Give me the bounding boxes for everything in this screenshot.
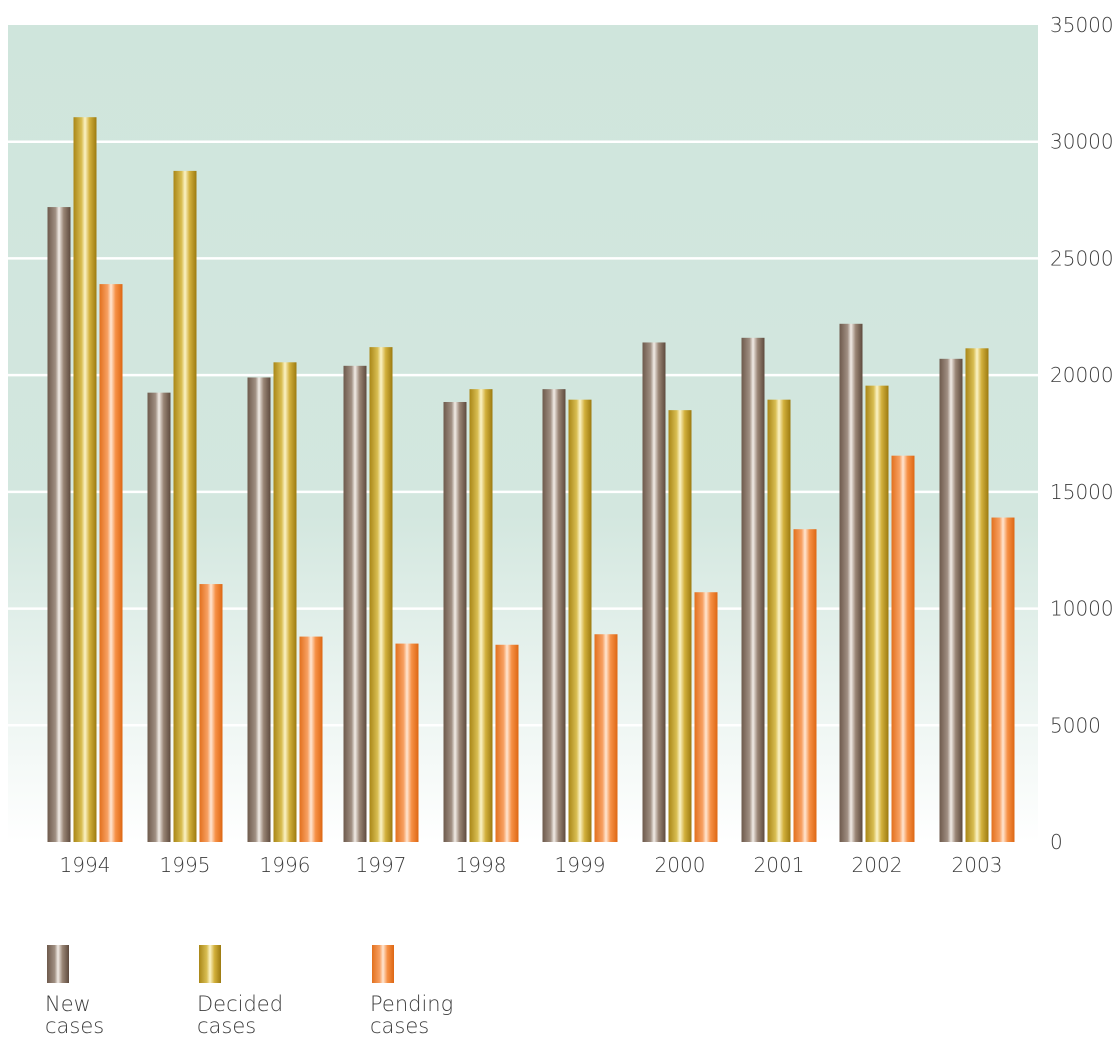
y-tick-label-30000: 30000 [1050,130,1114,154]
bar-decided-cases-2003 [965,348,989,842]
bar-new-cases-1997 [343,365,367,842]
legend-item-pending-cases: Pending cases [370,945,500,1037]
legend-item-new-cases: New cases [45,945,175,1037]
bar-pending-cases-2001 [793,529,817,842]
legend-item-decided-cases: Decided cases [197,945,327,1037]
bar-pending-cases-1994 [99,284,123,842]
legend-swatch-decided-cases [199,945,221,983]
x-tick-label-1996: 1996 [260,853,311,877]
bar-pending-cases-1998 [495,644,519,842]
legend-swatch-new-cases [47,945,69,983]
x-tick-label-2002: 2002 [852,853,903,877]
bar-pending-cases-2000 [694,592,718,842]
bars [47,117,1015,843]
y-tick-label-0: 0 [1050,830,1063,854]
x-tick-label-2000: 2000 [655,853,706,877]
legend-swatch-pending-cases [372,945,394,983]
y-tick-label-35000: 35000 [1050,13,1114,37]
x-tick-label-1999: 1999 [555,853,606,877]
bar-decided-cases-2000 [668,410,692,842]
bar-decided-cases-1996 [273,362,297,842]
y-tick-label-15000: 15000 [1050,480,1114,504]
bar-pending-cases-1995 [199,584,223,842]
bar-new-cases-1996 [247,377,271,842]
bar-new-cases-2002 [839,323,863,842]
bar-decided-cases-1997 [369,347,393,842]
x-tick-label-1998: 1998 [456,853,507,877]
bar-pending-cases-1997 [395,643,419,842]
bar-new-cases-2000 [642,342,666,842]
x-tick-label-1997: 1997 [356,853,407,877]
bar-decided-cases-2001 [767,399,791,842]
x-tick-label-2001: 2001 [754,853,805,877]
x-tick-label-1994: 1994 [60,853,111,877]
bar-pending-cases-1999 [594,634,618,842]
legend-label-new-cases: New cases [45,992,105,1038]
bar-pending-cases-1996 [299,636,323,842]
y-tick-label-5000: 5000 [1050,713,1101,737]
bar-decided-cases-1994 [73,117,97,842]
legend-label-decided-cases: Decided cases [197,992,284,1038]
x-axis-ticks: 1994 1995 1996 1997 1998 1999 2000 2001 2002 2003 [60,853,1003,877]
x-tick-label-2003: 2003 [952,853,1003,877]
bar-new-cases-1999 [542,389,566,842]
y-tick-label-20000: 20000 [1050,363,1114,387]
bar-new-cases-1998 [443,401,467,842]
bar-decided-cases-1999 [568,399,592,842]
bar-new-cases-1994 [47,207,71,842]
bar-pending-cases-2002 [891,455,915,842]
y-tick-label-25000: 25000 [1050,246,1114,270]
bar-decided-cases-2002 [865,385,889,842]
bar-new-cases-2003 [939,358,963,842]
x-tick-label-1995: 1995 [160,853,211,877]
y-axis-ticks: 0 5000 10000 15000 20000 25000 30000 35000 [1050,13,1114,854]
bar-decided-cases-1995 [173,170,197,843]
bar-decided-cases-1998 [469,389,493,842]
y-tick-label-10000: 10000 [1050,597,1114,621]
bar-new-cases-1995 [147,392,171,842]
bar-pending-cases-2003 [991,517,1015,842]
legend-label-pending-cases: Pending cases [370,992,454,1038]
bar-new-cases-2001 [741,337,765,842]
